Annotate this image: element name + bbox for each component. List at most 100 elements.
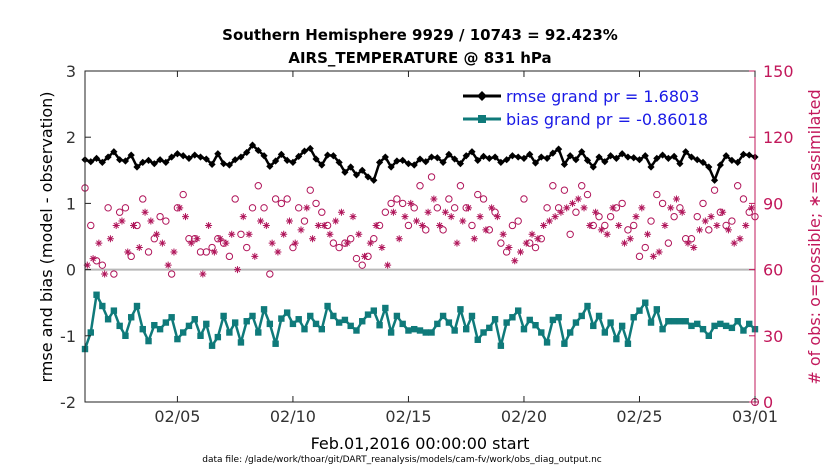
rmse-point [445,150,453,159]
bias-point [208,342,216,349]
x-tick-label: 02/10 [270,407,316,426]
rmse-point [433,154,441,162]
assimilated-obs-point [222,239,230,247]
possible-obs-point [693,212,701,221]
rmse-point [144,156,153,164]
possible-obs-point [745,208,753,216]
left-tick-label: 1 [66,194,76,213]
rmse-point [693,156,701,164]
possible-obs-point [370,235,378,243]
bias-point [422,329,429,336]
assimilated-obs-point [262,221,270,229]
possible-obs-point [560,186,569,194]
possible-obs-point [728,217,736,225]
bias-point [682,318,689,325]
bias-point [231,319,239,326]
bias-point [226,329,233,336]
rmse-point [589,163,597,171]
possible-obs-point [185,235,193,243]
possible-obs-point [699,199,707,208]
assimilated-obs-point [661,221,669,229]
bias-point [376,322,383,329]
rmse-point [670,152,678,160]
rmse-point [468,148,476,156]
bias-point [717,320,724,328]
rmse-point [168,153,176,161]
possible-obs-point [468,221,476,230]
bias-point [335,319,343,326]
possible-obs-point [502,248,511,256]
assimilated-obs-point [280,230,288,238]
rmse-point [653,154,661,162]
bias-point [584,302,591,310]
assimilated-obs-point [436,221,444,229]
assimilated-obs-point [245,230,253,238]
rmse-point [410,161,418,169]
possible-obs-point [312,199,320,208]
assimilated-obs-point [176,204,184,212]
rmse-point [254,146,262,155]
assimilated-obs-point [730,239,738,247]
rmse-point [630,154,638,162]
bias-point [497,342,505,349]
bias-point [486,324,493,332]
legend-bias-marker [478,115,486,123]
rmse-point [543,154,551,162]
bias-point [555,314,562,321]
bias-point [330,312,337,320]
assimilated-obs-point [459,217,467,225]
rmse-point [277,150,285,159]
rmse-point [687,153,696,161]
assimilated-obs-point [332,217,340,225]
rmse-point [237,153,245,161]
bias-point [179,329,187,336]
rmse-point [474,156,482,164]
bias-point [520,325,528,333]
possible-obs-point [450,204,459,212]
rmse-point [318,161,326,169]
bias-point [503,319,510,326]
possible-obs-point [601,221,609,230]
assimilated-obs-point [696,226,704,234]
rmse-point [601,158,609,166]
assimilated-obs-point [476,213,484,221]
assimilated-obs-point [314,221,322,229]
rmse-point [220,160,228,168]
rmse-point [549,149,557,157]
assimilated-obs-point [89,255,97,263]
bias-point [688,322,695,330]
rmse-point [404,160,413,168]
left-axis-label: rmse and bias (model - observation) [37,91,56,382]
assimilated-obs-point [384,261,392,269]
bias-point [670,318,678,325]
bias-point [318,325,326,333]
bias-point [156,325,164,333]
possible-obs-point [670,212,678,221]
possible-obs-point [202,248,210,256]
rmse-point [583,156,592,164]
bias-point [728,324,736,332]
rmse-point [676,160,684,168]
bias-point [590,322,597,330]
bias-point [364,311,372,318]
bias-point [734,318,741,325]
x-tick-label: 02/05 [154,407,200,426]
rmse-point [104,153,112,161]
rmse-point [635,156,644,164]
possible-obs-point [98,261,107,269]
assimilated-obs-point [465,204,473,212]
bias-point [133,302,141,310]
possible-obs-point [306,186,314,194]
rmse-point [491,153,499,161]
bias-point [93,291,100,298]
bias-point [578,312,585,320]
bias-point [572,319,580,326]
assimilated-obs-point [389,208,397,216]
bias-point [266,320,274,328]
possible-obs-point [110,270,118,278]
assimilated-obs-point [239,213,247,221]
rmse-point [497,158,505,166]
assimilated-obs-point [153,230,161,238]
rmse-point [560,160,568,168]
rmse-point [485,154,493,162]
